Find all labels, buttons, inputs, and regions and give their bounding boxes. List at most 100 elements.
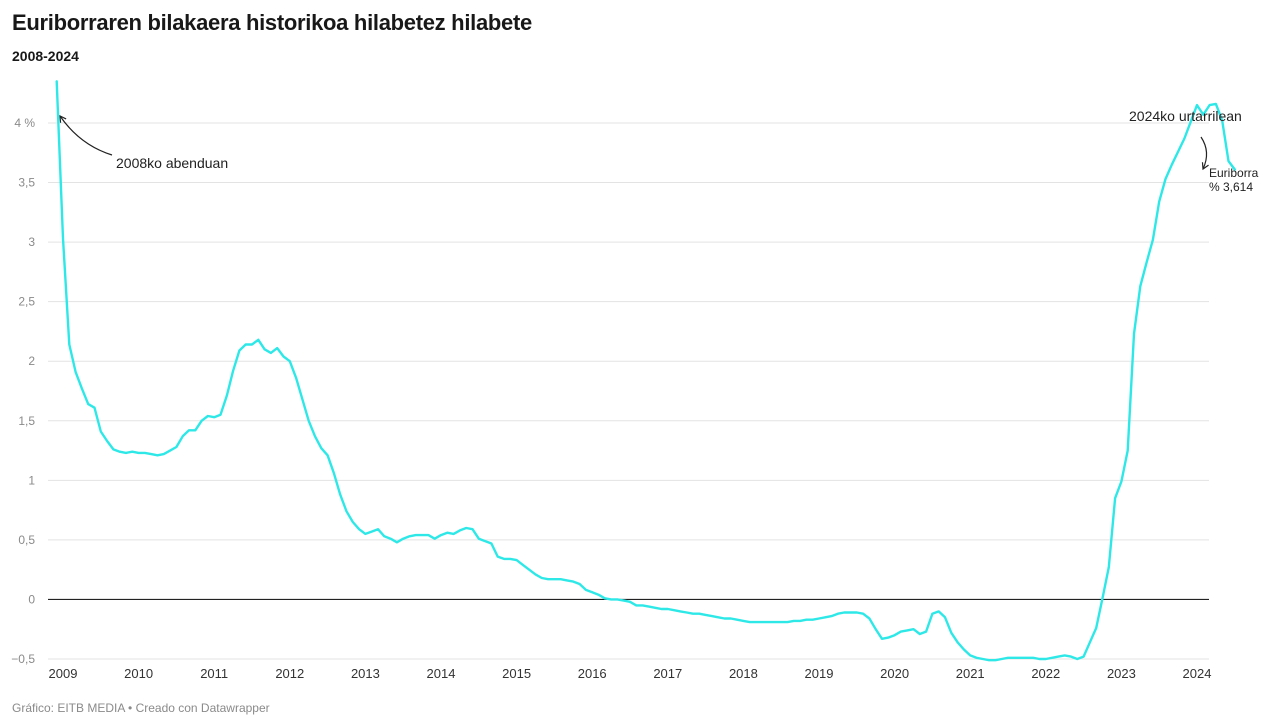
data-point	[1164, 178, 1166, 180]
data-point	[232, 370, 234, 372]
data-point	[1208, 104, 1210, 106]
data-point	[1001, 658, 1003, 660]
x-tick-label: 2021	[956, 666, 985, 681]
data-point	[1114, 497, 1116, 499]
data-point	[1076, 658, 1078, 660]
data-point	[938, 610, 940, 612]
data-point	[686, 611, 688, 613]
data-point	[931, 613, 933, 615]
data-point	[509, 558, 511, 560]
data-point	[169, 449, 171, 451]
data-point	[1026, 657, 1028, 659]
data-point	[1013, 657, 1015, 659]
data-point	[988, 659, 990, 661]
data-point	[301, 398, 303, 400]
data-point	[956, 641, 958, 643]
data-point	[245, 343, 247, 345]
data-point	[679, 610, 681, 612]
data-point	[610, 598, 612, 600]
data-point	[534, 573, 536, 575]
data-point	[818, 617, 820, 619]
data-point	[131, 451, 133, 453]
data-point	[780, 621, 782, 623]
x-tick-label: 2018	[729, 666, 758, 681]
data-point	[553, 578, 555, 580]
data-point	[515, 559, 517, 561]
data-point	[345, 510, 347, 512]
data-point	[383, 535, 385, 537]
data-point	[490, 542, 492, 544]
data-point	[717, 616, 719, 618]
data-point	[326, 454, 328, 456]
data-point	[465, 527, 467, 529]
data-point	[1145, 261, 1147, 263]
data-point	[1082, 655, 1084, 657]
data-point	[1152, 239, 1154, 241]
x-tick-label: 2017	[653, 666, 682, 681]
data-point	[452, 533, 454, 535]
x-tick-label: 2023	[1107, 666, 1136, 681]
data-point	[560, 578, 562, 580]
data-point	[320, 447, 322, 449]
data-point	[629, 601, 631, 603]
data-point	[912, 628, 914, 630]
data-point	[767, 621, 769, 623]
data-point	[742, 620, 744, 622]
data-point	[994, 659, 996, 661]
data-point	[1196, 104, 1198, 106]
x-tick-label: 2024	[1183, 666, 1212, 681]
annotation-2008: 2008ko abenduan	[116, 155, 228, 171]
data-point	[434, 538, 436, 540]
data-point	[975, 657, 977, 659]
data-point	[1133, 333, 1135, 335]
data-point	[572, 580, 574, 582]
data-point	[251, 343, 253, 345]
data-point	[1089, 641, 1091, 643]
data-point	[881, 638, 883, 640]
y-tick-label: 3	[28, 235, 35, 249]
data-point	[408, 535, 410, 537]
data-point	[1045, 658, 1047, 660]
data-point	[377, 528, 379, 530]
data-point	[478, 538, 480, 540]
data-point	[200, 420, 202, 422]
data-point	[982, 658, 984, 660]
data-point	[389, 538, 391, 540]
data-point	[276, 347, 278, 349]
data-point	[893, 634, 895, 636]
x-tick-label: 2010	[124, 666, 153, 681]
x-tick-label: 2012	[275, 666, 304, 681]
data-point	[1183, 137, 1185, 139]
data-point	[106, 440, 108, 442]
data-point	[635, 604, 637, 606]
data-point	[440, 534, 442, 536]
data-point	[919, 633, 921, 635]
data-point	[207, 415, 209, 417]
data-point	[364, 533, 366, 535]
data-point	[263, 348, 265, 350]
data-point	[1215, 103, 1217, 105]
x-tick-label: 2022	[1031, 666, 1060, 681]
data-point	[427, 534, 429, 536]
data-point	[749, 621, 751, 623]
data-point	[163, 453, 165, 455]
data-point	[1177, 150, 1179, 152]
data-point	[1038, 658, 1040, 660]
data-point	[906, 629, 908, 631]
data-point	[616, 598, 618, 600]
data-point	[1127, 449, 1129, 451]
x-tick-label: 2015	[502, 666, 531, 681]
data-point	[446, 532, 448, 534]
x-tick-label: 2020	[880, 666, 909, 681]
data-point	[56, 80, 58, 82]
y-tick-label: 1,5	[18, 414, 35, 428]
data-point	[396, 541, 398, 543]
data-point	[1007, 657, 1009, 659]
data-point	[963, 648, 965, 650]
x-tick-label: 2019	[805, 666, 834, 681]
data-point	[578, 583, 580, 585]
data-point	[175, 446, 177, 448]
x-axis-ticks: 2009 2010 2011 2012 2013 2014 2015 2016 2017 2018…	[49, 666, 1212, 681]
data-point	[522, 564, 524, 566]
